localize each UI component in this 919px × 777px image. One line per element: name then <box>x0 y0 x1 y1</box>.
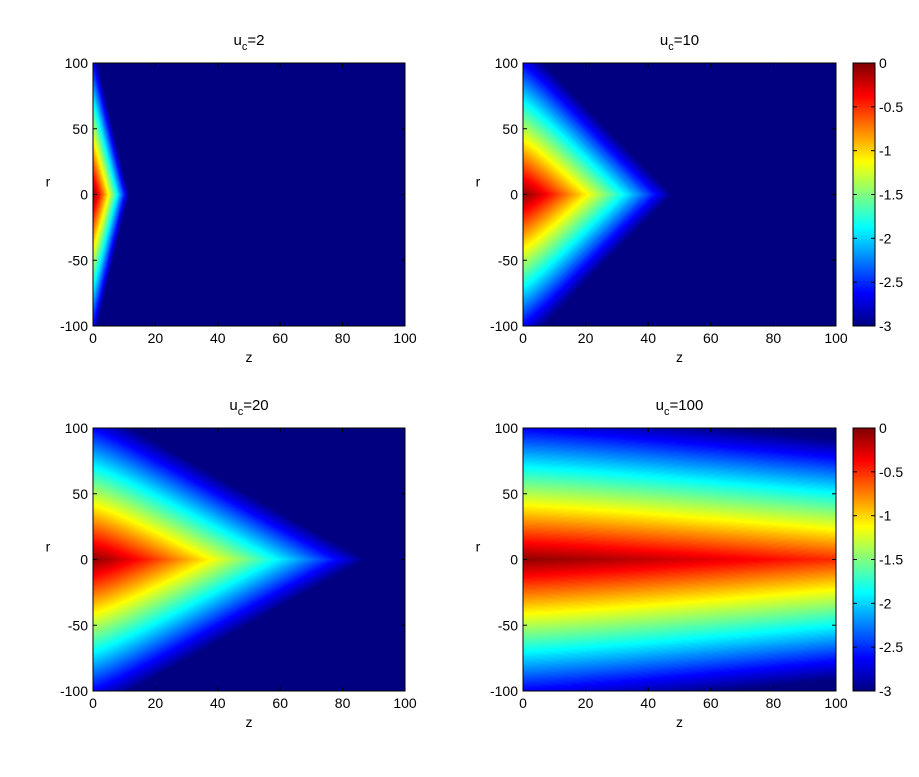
title-suffix: =2 <box>247 32 264 49</box>
x-tick-label: 20 <box>148 330 164 346</box>
x-tick-label: 40 <box>210 695 226 711</box>
title-subscript: c <box>664 406 670 418</box>
y-tick-label: -100 <box>490 318 518 334</box>
colorbar-tick-label: -2.5 <box>879 639 903 655</box>
y-tick-label: 50 <box>72 121 88 137</box>
colorbar-tick-label: 0 <box>879 55 887 71</box>
x-tick-label: 60 <box>272 695 288 711</box>
title-suffix: =20 <box>243 397 268 414</box>
y-tick-label: 100 <box>495 55 519 71</box>
colorbar: 0 -0.5 -1 -1.5 -2 -2.5 -3 <box>852 420 903 699</box>
colorbar-gradient <box>853 428 875 691</box>
x-tick-label: 40 <box>640 330 656 346</box>
y-axis-label: r <box>46 174 51 190</box>
panel-3: 0 20 40 60 80 100 -100 -50 0 50 100 z r uc=20 <box>46 397 417 730</box>
x-tick-label: 0 <box>89 330 97 346</box>
x-tick-label: 100 <box>393 330 417 346</box>
y-tick-label: 0 <box>510 187 518 203</box>
x-tick-label: 80 <box>335 695 351 711</box>
heatmap-image <box>93 428 405 691</box>
heatmap-image <box>93 63 405 326</box>
y-tick-label: 0 <box>510 552 518 568</box>
y-tick-label: -100 <box>490 683 518 699</box>
x-tick-label: 20 <box>148 695 164 711</box>
x-tick-label: 0 <box>519 695 527 711</box>
title-base: u <box>234 32 242 49</box>
x-tick-label: 0 <box>519 330 527 346</box>
title-suffix: =10 <box>674 32 699 49</box>
panel-1: 0 20 40 60 80 100 -100 -50 0 50 100 z r uc=2 <box>46 32 417 365</box>
colorbar: 0 -0.5 -1 -1.5 -2 -2.5 -3 <box>852 55 903 334</box>
x-axis-label: z <box>246 349 253 365</box>
x-tick-label: 60 <box>703 330 719 346</box>
x-tick-label: 80 <box>766 695 782 711</box>
y-tick-label: 100 <box>495 420 519 436</box>
title-subscript: c <box>238 406 244 418</box>
colorbar-tick-label: -3 <box>879 318 892 334</box>
colorbar-tick-label: -0.5 <box>879 99 903 115</box>
colorbar-tick-label: 0 <box>879 420 887 436</box>
title-base: u <box>660 32 668 49</box>
panel-4: 0 20 40 60 80 100 -100 -50 0 50 100 z r uc=100 <box>476 397 848 730</box>
title-subscript: c <box>668 41 674 53</box>
colorbar-tick-label: -0.5 <box>879 464 903 480</box>
colorbar-tick-label: -1.5 <box>879 552 903 568</box>
y-tick-label: 50 <box>502 486 518 502</box>
colorbar-tick-label: -1.5 <box>879 187 903 203</box>
y-tick-label: 100 <box>65 420 89 436</box>
y-tick-label: 50 <box>502 121 518 137</box>
colorbar-tick-label: -2 <box>879 595 892 611</box>
x-tick-label: 20 <box>578 695 594 711</box>
heatmap-image <box>523 63 836 326</box>
x-axis-label: z <box>676 349 683 365</box>
x-tick-label: 100 <box>824 330 848 346</box>
heatmap-image <box>523 428 836 691</box>
x-tick-label: 60 <box>272 330 288 346</box>
panel-title: uc=100 <box>656 397 704 418</box>
y-tick-label: -50 <box>498 252 518 268</box>
x-axis-label: z <box>246 714 253 730</box>
panel-title: uc=2 <box>234 32 265 53</box>
x-tick-label: 20 <box>578 330 594 346</box>
y-tick-label: -100 <box>60 683 88 699</box>
y-tick-label: -50 <box>68 252 88 268</box>
y-axis-label: r <box>46 539 51 555</box>
title-base: u <box>656 397 664 414</box>
y-tick-label: -100 <box>60 318 88 334</box>
x-tick-label: 60 <box>703 695 719 711</box>
title-base: u <box>229 397 237 414</box>
x-tick-label: 40 <box>210 330 226 346</box>
y-tick-label: 100 <box>65 55 89 71</box>
title-subscript: c <box>242 41 248 53</box>
y-tick-label: 50 <box>72 486 88 502</box>
x-tick-label: 100 <box>393 695 417 711</box>
x-axis-label: z <box>676 714 683 730</box>
colorbar-tick-label: -2 <box>879 230 892 246</box>
colorbar-tick-label: -2.5 <box>879 274 903 290</box>
x-tick-label: 100 <box>824 695 848 711</box>
y-tick-label: 0 <box>80 187 88 203</box>
y-tick-label: -50 <box>498 617 518 633</box>
y-axis-label: r <box>476 539 481 555</box>
panel-2: 0 20 40 60 80 100 -100 -50 0 50 100 z r uc=10 <box>476 32 848 365</box>
y-axis-label: r <box>476 174 481 190</box>
x-tick-label: 0 <box>89 695 97 711</box>
colorbar-gradient <box>853 63 875 326</box>
panel-title: uc=10 <box>660 32 699 53</box>
title-suffix: =100 <box>670 397 704 414</box>
y-tick-label: 0 <box>80 552 88 568</box>
y-tick-label: -50 <box>68 617 88 633</box>
x-tick-label: 40 <box>640 695 656 711</box>
colorbar-tick-label: -3 <box>879 683 892 699</box>
panel-title: uc=20 <box>229 397 268 418</box>
colorbar-tick-label: -1 <box>879 143 892 159</box>
colorbar-tick-label: -1 <box>879 508 892 524</box>
x-tick-label: 80 <box>335 330 351 346</box>
x-tick-label: 80 <box>766 330 782 346</box>
